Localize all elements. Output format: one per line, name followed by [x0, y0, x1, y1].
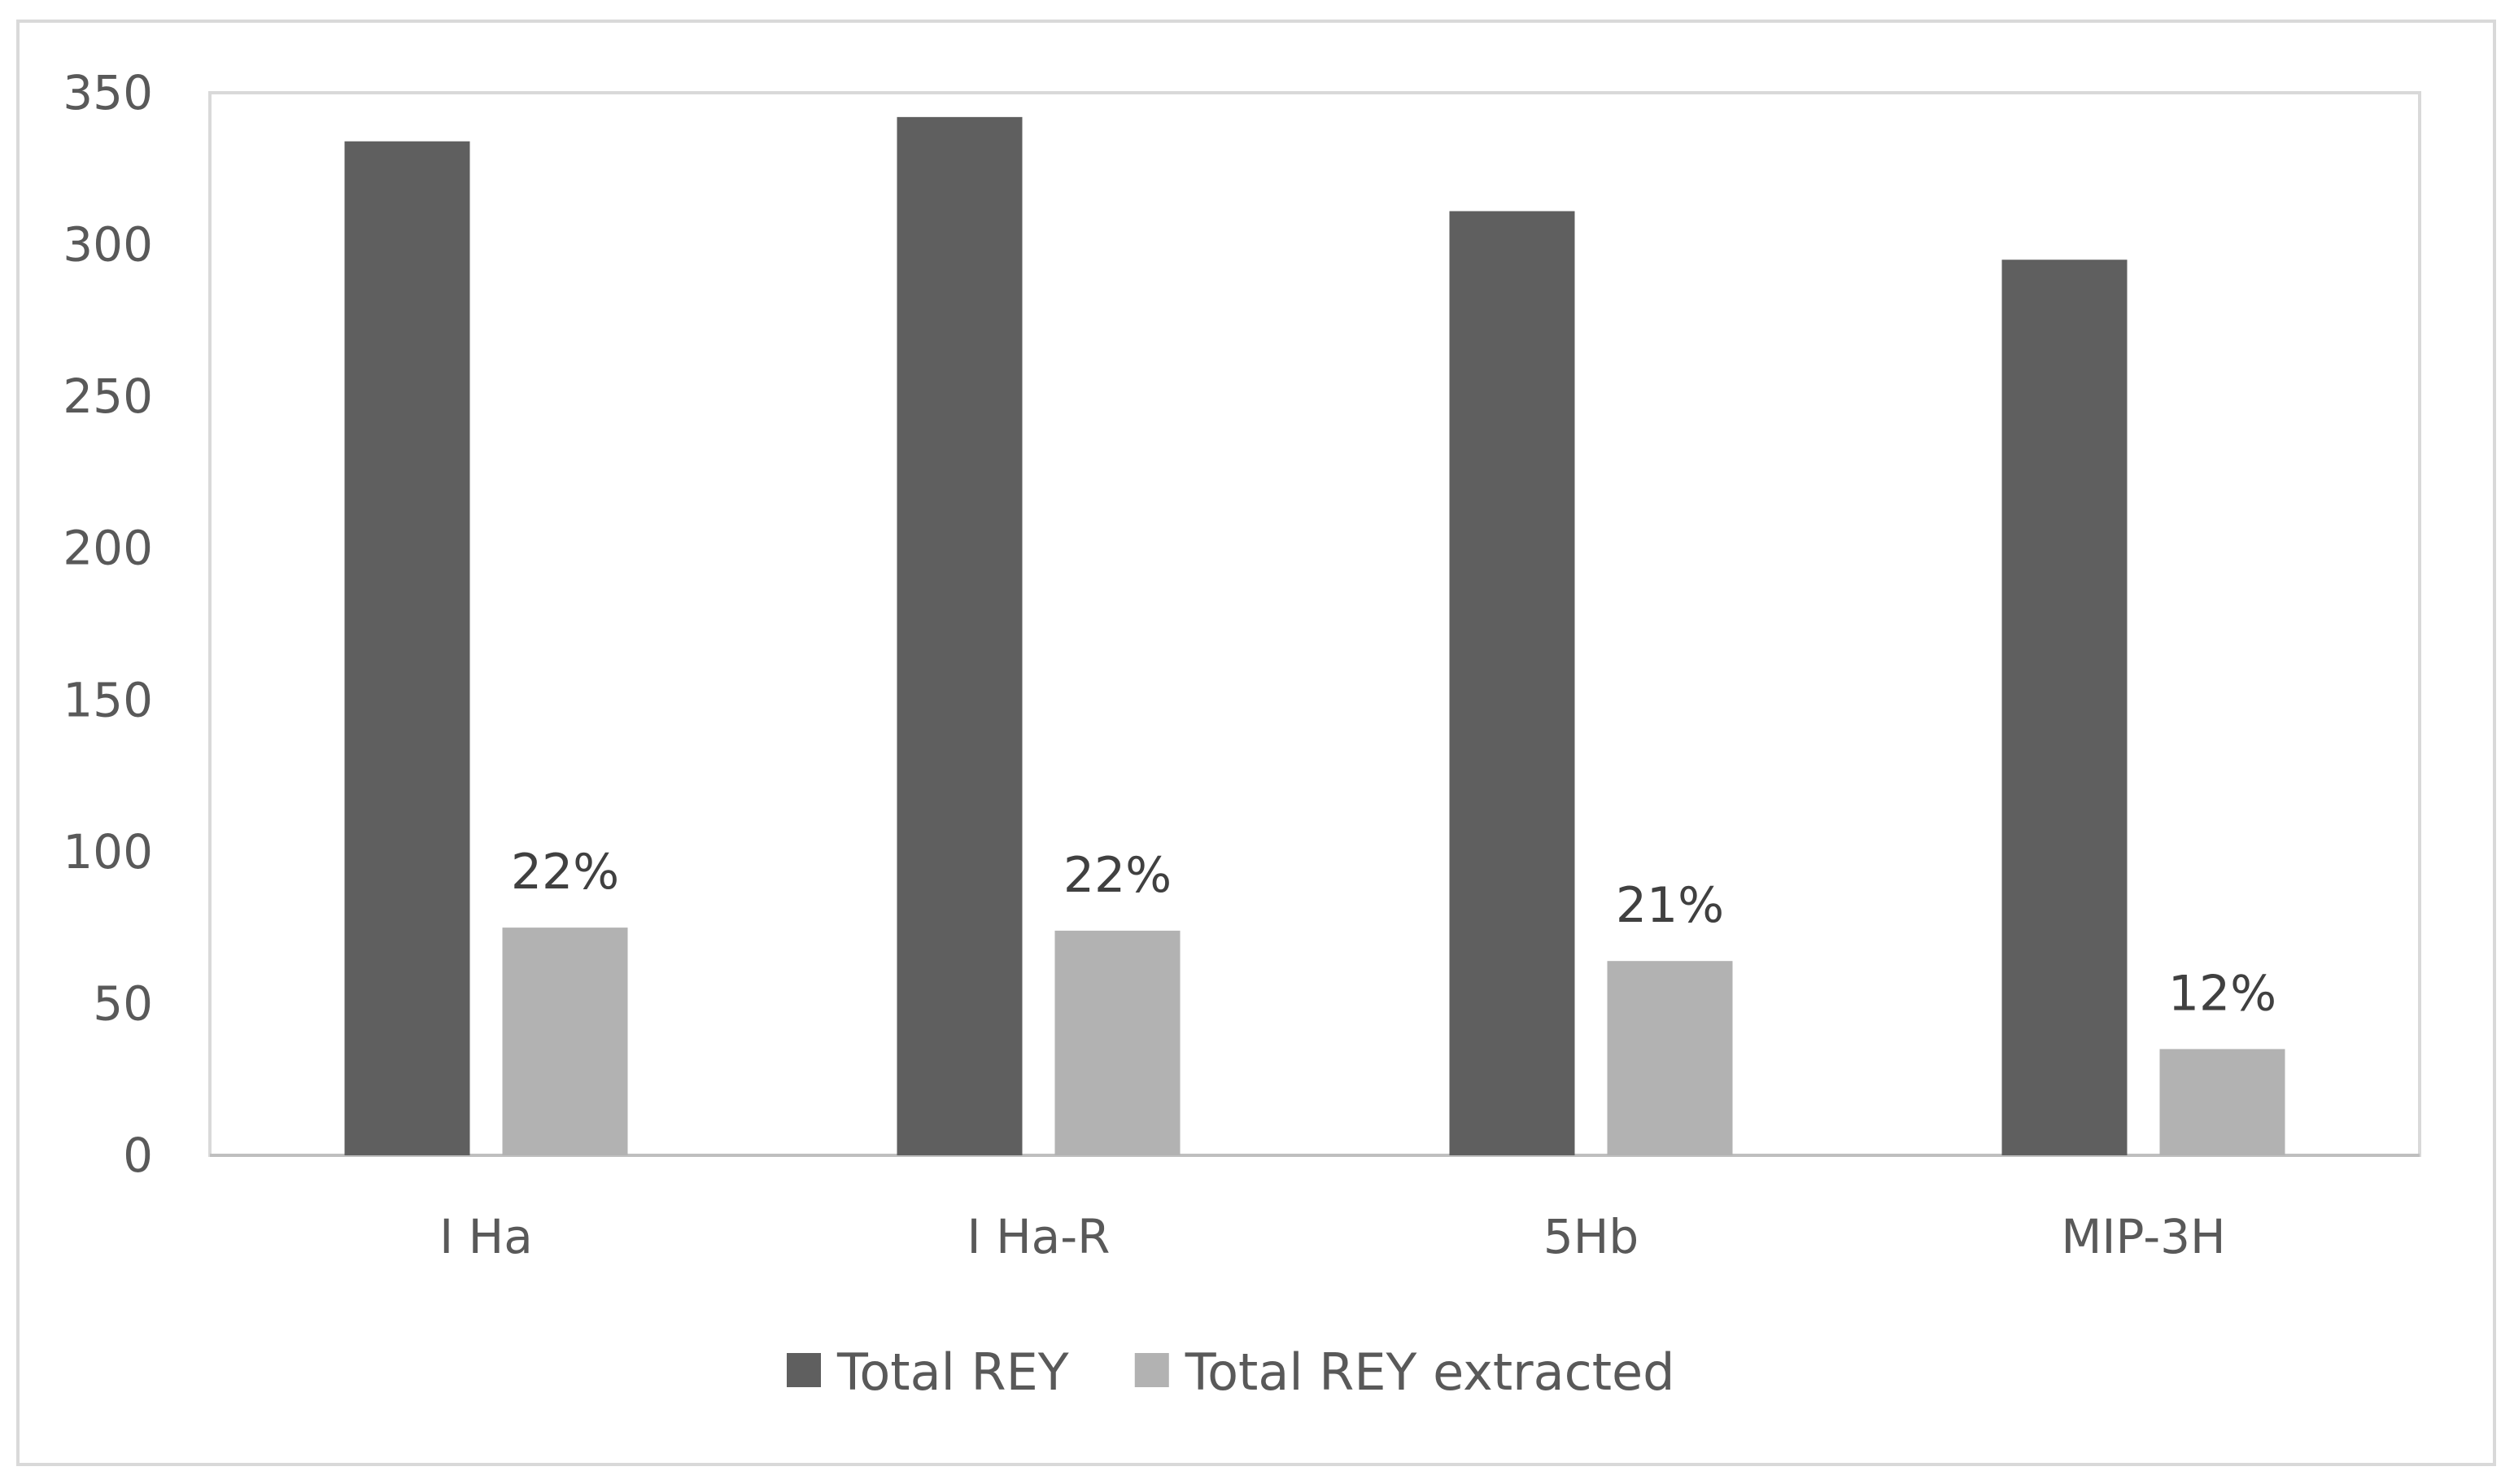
y-tick-label: 50 — [93, 976, 153, 1031]
data-label: 22% — [1063, 847, 1172, 904]
legend-swatch — [787, 1353, 821, 1387]
y-tick-label: 350 — [63, 65, 153, 120]
legend-label: Total REY — [836, 1342, 1069, 1402]
bar — [1607, 961, 1733, 1155]
data-label: 21% — [1616, 877, 1724, 934]
x-tick-label: I Ha-R — [967, 1209, 1111, 1264]
y-tick-label: 150 — [63, 672, 153, 727]
bar — [502, 928, 628, 1155]
y-tick-label: 250 — [63, 369, 153, 424]
bar — [1054, 930, 1181, 1155]
bar — [1449, 211, 1575, 1155]
y-tick-label: 100 — [63, 824, 153, 879]
bar — [2001, 260, 2128, 1156]
y-tick-label: 0 — [123, 1128, 153, 1183]
y-tick-label: 300 — [63, 217, 153, 273]
x-tick-label: I Ha — [439, 1209, 533, 1264]
legend-swatch — [1134, 1353, 1169, 1387]
bar — [344, 141, 470, 1155]
y-tick-label: 200 — [63, 521, 153, 576]
x-tick-label: 5Hb — [1543, 1209, 1639, 1264]
x-tick-label: MIP-3H — [2061, 1209, 2225, 1264]
data-label: 12% — [2168, 965, 2276, 1022]
bar — [897, 116, 1023, 1155]
bar — [2159, 1049, 2285, 1155]
data-label: 22% — [511, 844, 619, 901]
legend-label: Total REY extracted — [1185, 1342, 1675, 1402]
